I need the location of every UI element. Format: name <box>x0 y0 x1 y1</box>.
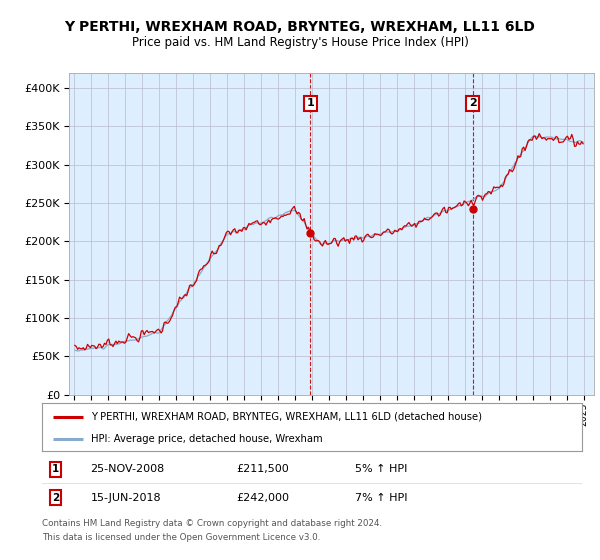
Text: 1: 1 <box>307 99 314 109</box>
Text: This data is licensed under the Open Government Licence v3.0.: This data is licensed under the Open Gov… <box>42 533 320 542</box>
Text: £242,000: £242,000 <box>236 493 289 503</box>
Text: £211,500: £211,500 <box>236 464 289 474</box>
Text: 1: 1 <box>52 464 59 474</box>
Text: Price paid vs. HM Land Registry's House Price Index (HPI): Price paid vs. HM Land Registry's House … <box>131 36 469 49</box>
Text: Y PERTHI, WREXHAM ROAD, BRYNTEG, WREXHAM, LL11 6LD: Y PERTHI, WREXHAM ROAD, BRYNTEG, WREXHAM… <box>65 20 535 34</box>
Text: Y PERTHI, WREXHAM ROAD, BRYNTEG, WREXHAM, LL11 6LD (detached house): Y PERTHI, WREXHAM ROAD, BRYNTEG, WREXHAM… <box>91 412 482 422</box>
Text: Contains HM Land Registry data © Crown copyright and database right 2024.: Contains HM Land Registry data © Crown c… <box>42 519 382 528</box>
Text: HPI: Average price, detached house, Wrexham: HPI: Average price, detached house, Wrex… <box>91 434 322 444</box>
Text: 25-NOV-2008: 25-NOV-2008 <box>91 464 165 474</box>
Text: 5% ↑ HPI: 5% ↑ HPI <box>355 464 407 474</box>
Text: 2: 2 <box>52 493 59 503</box>
Text: 15-JUN-2018: 15-JUN-2018 <box>91 493 161 503</box>
Text: 7% ↑ HPI: 7% ↑ HPI <box>355 493 408 503</box>
Text: 2: 2 <box>469 99 476 109</box>
